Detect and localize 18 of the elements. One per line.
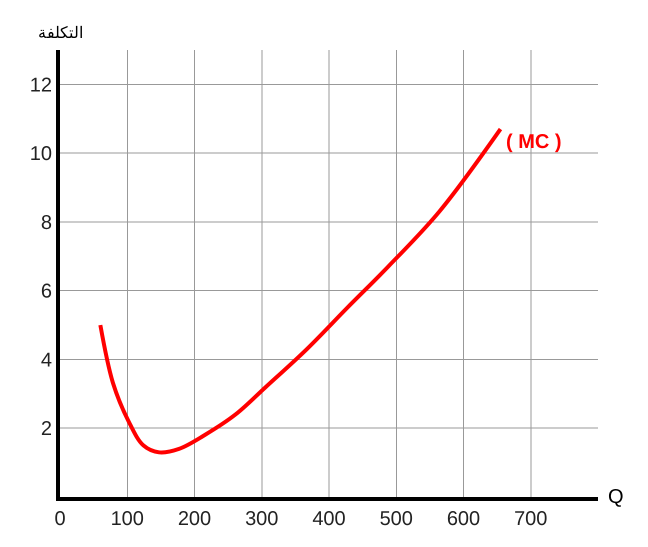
y-axis-title: التكلفة [38,25,83,42]
x-tick-label: 600 [446,508,480,530]
y-tick-label: 6 [40,280,52,303]
x-tick-label: 100 [110,508,144,530]
series-label: ( MC ) [506,131,562,153]
y-tick-label: 8 [40,212,52,234]
y-tick-label: 4 [40,349,52,372]
x-tick-label: 700 [514,508,548,530]
line-series [98,127,502,454]
x-tick-label: 200 [178,508,212,530]
y-tick-label: 10 [30,143,52,166]
x-tick-label: 0 [54,508,66,530]
x-tick-label: 400 [312,508,346,530]
x-tick-label: 300 [245,508,278,530]
y-tick-label: 2 [40,418,52,440]
x-axis-title: Q [608,486,624,508]
y-tick-label: 12 [30,74,52,96]
x-tick-label: 500 [380,508,413,530]
